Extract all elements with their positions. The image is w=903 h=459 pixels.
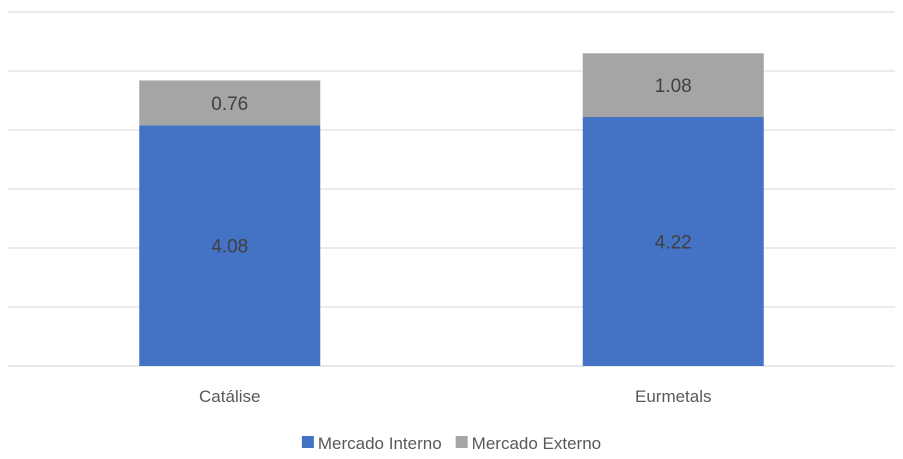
legend-swatch-mercado-interno <box>301 436 314 448</box>
x-axis-tick-labels: Catálise Eurmetals <box>199 387 711 406</box>
legend-label-mercado-externo: Mercado Externo <box>472 434 601 453</box>
data-labels: 4.08 0.76 4.22 1.08 <box>211 76 691 257</box>
bar-mercado-externo-0 <box>139 80 321 126</box>
legend-label-mercado-interno: Mercado Interno <box>318 434 442 453</box>
data-label-mercado-interno-1: 4.22 <box>655 233 692 254</box>
x-tick-label: Catálise <box>199 387 260 406</box>
data-label-mercado-externo-1: 1.08 <box>655 76 692 97</box>
data-label-mercado-interno-0: 4.08 <box>211 237 248 258</box>
bar-mercado-externo-1 <box>582 53 764 118</box>
data-label-mercado-externo-0: 0.76 <box>211 94 248 115</box>
bars <box>139 53 764 367</box>
legend: Mercado Interno Mercado Externo <box>301 434 601 453</box>
bar-mercado-interno-0 <box>139 125 321 366</box>
x-tick-label: Eurmetals <box>635 387 712 406</box>
bar-mercado-interno-1 <box>582 117 764 367</box>
legend-swatch-mercado-externo <box>455 436 468 448</box>
